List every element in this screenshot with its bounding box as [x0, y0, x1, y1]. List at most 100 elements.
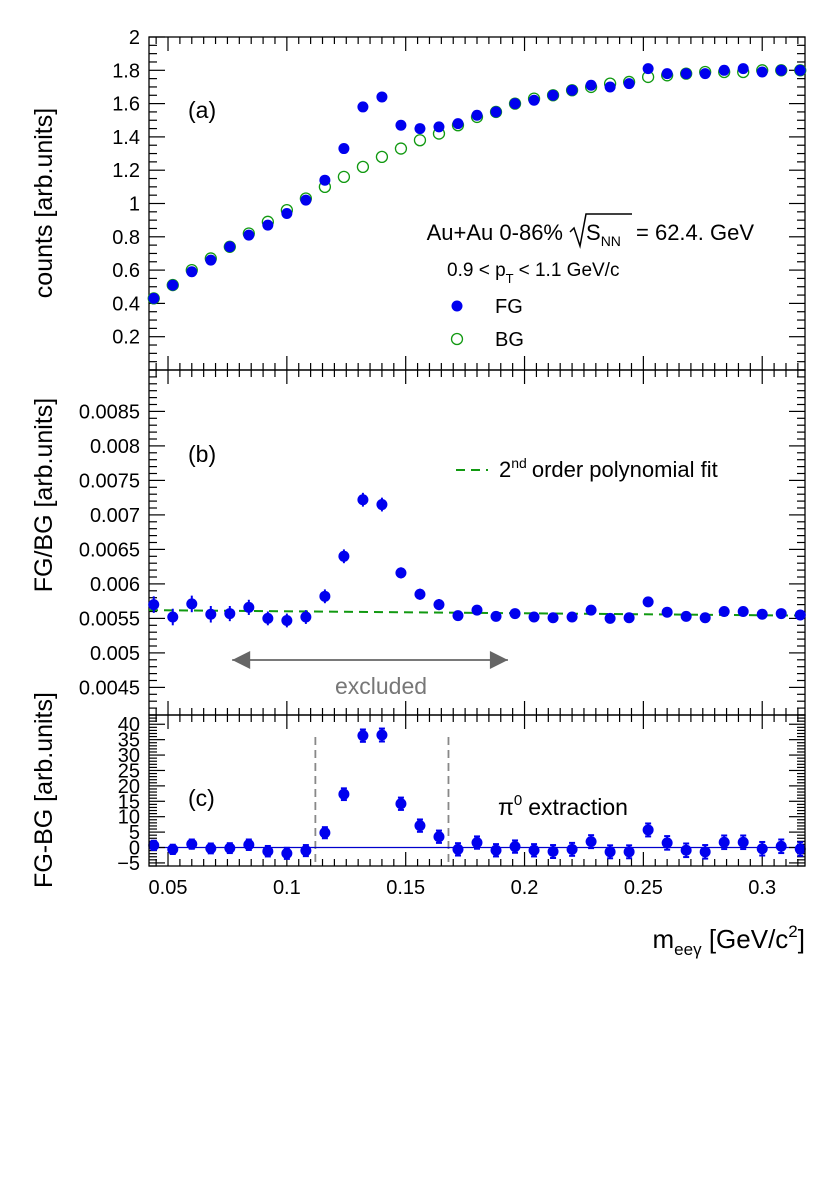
- diff-point: [566, 843, 578, 855]
- panel-c-tag: (c): [188, 785, 215, 811]
- x-tick-label: 0.05: [149, 877, 188, 899]
- y-tick-label: 0.6: [112, 260, 140, 282]
- fg-point: [338, 143, 350, 155]
- ratio-point: [737, 606, 749, 617]
- y-tick-label: 0.007: [90, 505, 140, 527]
- ratio-point: [452, 610, 464, 622]
- ratio-point: [224, 608, 236, 620]
- ratio-point: [775, 608, 787, 620]
- ratio-point: [319, 590, 331, 602]
- y-tick-label: 5: [129, 822, 140, 844]
- diff-point: [680, 844, 692, 856]
- fg-point: [756, 66, 768, 78]
- bg-point: [413, 134, 427, 147]
- diff-point: [737, 836, 749, 848]
- y-tick-label: 0.0055: [79, 608, 140, 630]
- ratio-point: [756, 608, 768, 620]
- diff-point: [471, 837, 483, 849]
- extraction-window-lines: [314, 737, 450, 866]
- panel-a-frame: [148, 36, 806, 371]
- diff-point: [718, 836, 730, 848]
- legend-fg-marker: [451, 300, 463, 312]
- y-tick-label: 0.0065: [79, 539, 140, 561]
- diff-point: [623, 846, 635, 858]
- diff-point: [661, 837, 673, 849]
- x-tick-label: 0.1: [273, 877, 301, 899]
- y-tick-label: 0: [129, 838, 140, 860]
- x-axis-tick-labels: 0.05 0.1 0.15 0.2 0.25 0.3: [149, 877, 777, 899]
- fg-point: [281, 207, 293, 219]
- ratio-point: [547, 612, 559, 624]
- panel-c-border: [148, 714, 806, 867]
- diff-point: [167, 843, 179, 855]
- ratio-point: [281, 614, 293, 626]
- ratio-point: [205, 608, 217, 620]
- ratio-point: [490, 610, 502, 622]
- ratio-point: [604, 612, 616, 624]
- fg-point: [737, 63, 749, 75]
- ratio-point: [642, 596, 654, 608]
- panel-a-tag: (a): [188, 97, 216, 123]
- diff-point: [205, 842, 217, 854]
- diff-point: [281, 847, 293, 859]
- panel-c-data-points: [148, 727, 806, 860]
- diff-point: [775, 840, 787, 852]
- fg-point: [585, 79, 597, 91]
- y-tick-label: 1.8: [112, 60, 140, 82]
- bg-point: [337, 170, 351, 184]
- y-tick-label: 1.6: [112, 94, 140, 116]
- ratio-point: [262, 612, 274, 624]
- ratio-point: [699, 612, 711, 624]
- panel-a-pt-range: 0.9 < pT < 1.1 GeV/c: [447, 260, 619, 286]
- diff-point: [452, 843, 464, 855]
- panel-a-data-points: [147, 63, 807, 305]
- fg-point: [794, 64, 806, 76]
- fg-point: [376, 91, 388, 103]
- y-tick-label: 35: [118, 730, 140, 752]
- ratio-point: [243, 601, 255, 613]
- legend-fg-label: FG: [495, 296, 523, 318]
- ratio-point: [338, 550, 350, 562]
- y-tick-label: 40: [118, 714, 140, 736]
- ratio-point: [794, 609, 806, 621]
- fg-point: [642, 63, 654, 75]
- diff-point: [376, 729, 388, 741]
- panel-a-x-ticks: [155, 37, 799, 370]
- fg-point: [718, 64, 730, 76]
- fg-point: [661, 68, 673, 80]
- ratio-point: [623, 612, 635, 624]
- panel-b-ylabel: FG/BG [arb.units]: [30, 398, 58, 593]
- fg-point: [566, 84, 578, 96]
- panel-b-data-points: [148, 492, 806, 628]
- diff-point: [148, 839, 160, 851]
- panel-a-y-ticks: 0.2 0.4 0.6 0.8 1 1.2 1.4 1.6 1.8 2: [112, 27, 805, 371]
- ratio-point: [680, 610, 692, 622]
- panel-b-x-ticks: [155, 370, 799, 715]
- fg-point: [528, 94, 540, 106]
- ratio-point: [433, 599, 445, 611]
- fg-point: [300, 194, 312, 206]
- fg-point: [471, 109, 483, 121]
- fg-point: [319, 174, 331, 186]
- diff-point: [547, 846, 559, 858]
- panel-a-sqrt-base: SNN: [586, 220, 621, 249]
- ratio-point: [414, 588, 426, 600]
- panel-a: 0.2 0.4 0.6 0.8 1 1.2 1.4 1.6 1.8 2 counts [arb.u…: [30, 27, 807, 371]
- fg-point: [357, 101, 369, 113]
- fg-point: [224, 241, 236, 253]
- x-tick-label: 0.2: [511, 877, 539, 899]
- ratio-point: [471, 604, 483, 616]
- diff-point: [699, 846, 711, 858]
- fg-point: [509, 98, 521, 110]
- y-tick-label: 0.0075: [79, 470, 140, 492]
- diff-point: [585, 836, 597, 848]
- panel-a-energy-label: = 62.4. GeV: [636, 220, 754, 245]
- y-tick-label: 20: [118, 776, 140, 798]
- fg-point: [205, 254, 217, 266]
- ratio-point: [509, 608, 521, 620]
- y-tick-label: 0.4: [112, 293, 140, 315]
- ratio-point: [585, 604, 597, 616]
- ratio-point: [148, 599, 160, 611]
- fit-legend-label: 2nd order polynomial fit: [499, 455, 718, 482]
- fg-point: [775, 64, 787, 76]
